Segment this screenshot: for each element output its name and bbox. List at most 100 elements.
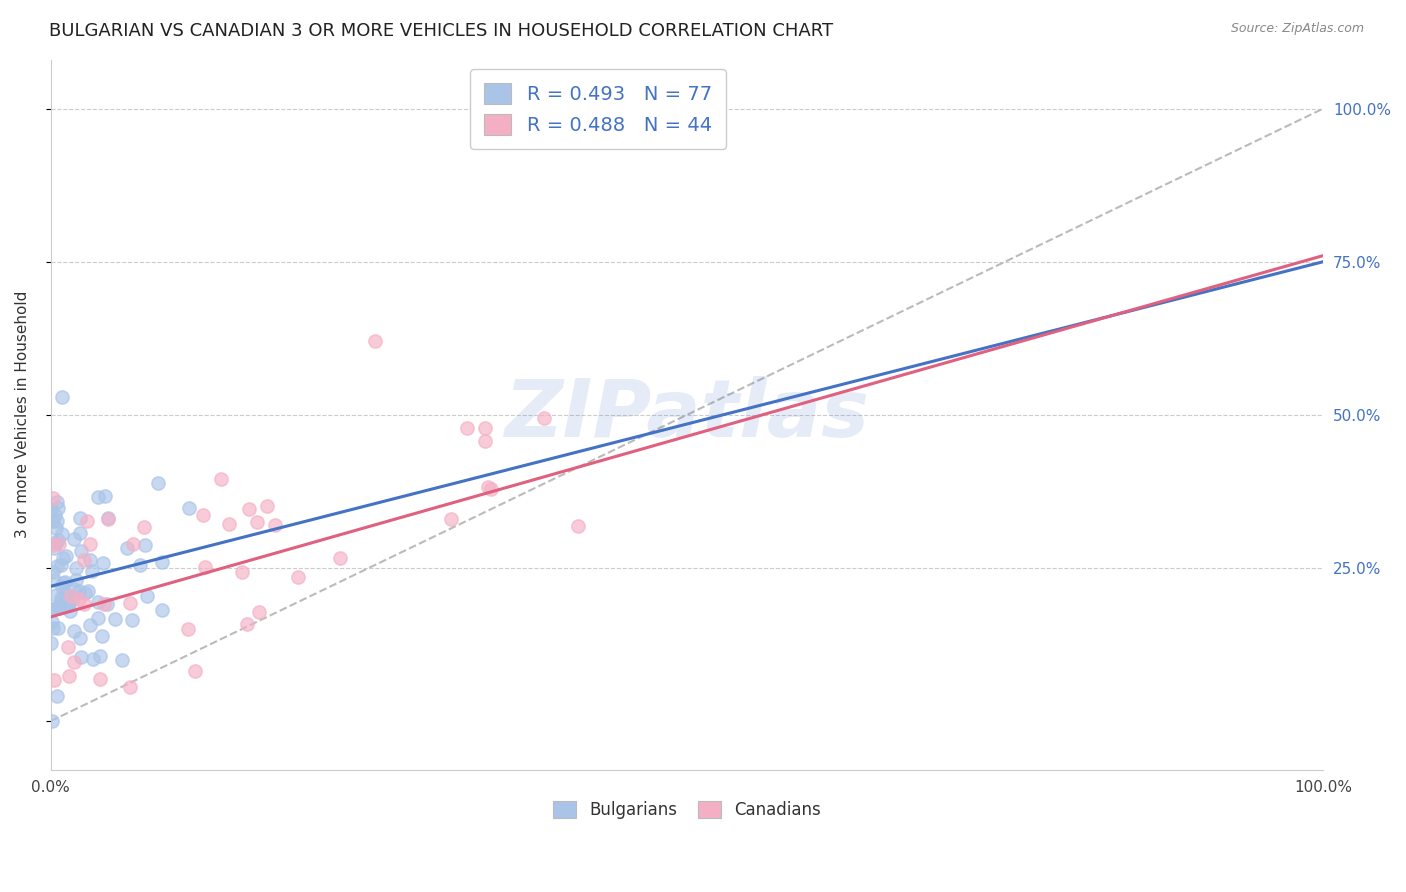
Point: [42, 621, 65, 635]
Point: [191, 508, 214, 522]
Point: [59, 604, 82, 618]
Point: [60, 589, 83, 603]
Point: [456, 421, 478, 435]
Point: [236, 616, 259, 631]
Point: [440, 512, 463, 526]
Point: [42, 573, 65, 587]
Point: [184, 664, 207, 678]
Point: [115, 541, 138, 555]
Point: [51, 593, 73, 607]
Point: [51, 558, 73, 572]
Point: [67, 592, 90, 607]
Point: [474, 421, 496, 435]
Point: [48, 533, 70, 548]
Point: [41, 714, 63, 728]
Point: [231, 565, 253, 579]
Point: [53, 599, 76, 613]
Point: [69, 631, 91, 645]
Point: [96, 597, 118, 611]
Point: [49, 599, 72, 613]
Point: [82, 565, 104, 579]
Point: [48, 537, 70, 551]
Point: [209, 472, 232, 486]
Point: [477, 480, 499, 494]
Point: [89, 672, 111, 686]
Point: [287, 570, 309, 584]
Point: [177, 501, 200, 516]
Point: [129, 558, 152, 572]
Point: [51, 580, 73, 594]
Point: [134, 520, 156, 534]
Point: [58, 595, 80, 609]
Point: [567, 518, 589, 533]
Point: [65, 561, 87, 575]
Point: [120, 680, 142, 694]
Point: [79, 536, 101, 550]
Point: [146, 476, 169, 491]
Point: [73, 552, 96, 566]
Point: [256, 499, 278, 513]
Point: [63, 656, 86, 670]
Point: [97, 512, 120, 526]
Point: [46, 601, 69, 615]
Text: BULGARIAN VS CANADIAN 3 OR MORE VEHICLES IN HOUSEHOLD CORRELATION CHART: BULGARIAN VS CANADIAN 3 OR MORE VEHICLES…: [49, 22, 834, 40]
Point: [134, 538, 156, 552]
Point: [41, 615, 63, 630]
Point: [62, 590, 84, 604]
Point: [247, 606, 270, 620]
Point: [41, 491, 63, 505]
Point: [41, 602, 63, 616]
Point: [135, 589, 157, 603]
Point: [79, 553, 101, 567]
Point: [63, 582, 86, 597]
Point: [52, 575, 75, 590]
Point: [218, 516, 240, 531]
Point: [79, 618, 101, 632]
Point: [44, 508, 66, 522]
Point: [73, 597, 96, 611]
Point: [87, 594, 110, 608]
Point: [67, 583, 90, 598]
Point: [97, 511, 120, 525]
Point: [87, 490, 110, 504]
Point: [76, 584, 98, 599]
Point: [42, 673, 65, 688]
Point: [479, 482, 502, 496]
Point: [150, 555, 173, 569]
Point: [53, 574, 76, 589]
Point: [41, 636, 63, 650]
Point: [93, 597, 115, 611]
Text: ZIPatlas: ZIPatlas: [505, 376, 869, 454]
Point: [42, 514, 65, 528]
Point: [474, 434, 496, 449]
Point: [65, 574, 87, 588]
Y-axis label: 3 or more Vehicles in Household: 3 or more Vehicles in Household: [15, 291, 30, 539]
Point: [329, 550, 352, 565]
Point: [89, 649, 111, 664]
Text: Source: ZipAtlas.com: Source: ZipAtlas.com: [1230, 22, 1364, 36]
Point: [70, 649, 93, 664]
Point: [91, 630, 114, 644]
Point: [75, 586, 97, 600]
Point: [87, 611, 110, 625]
Point: [118, 596, 141, 610]
Point: [46, 689, 69, 703]
Point: [121, 613, 143, 627]
Point: [104, 612, 127, 626]
Point: [76, 514, 98, 528]
Point: [45, 600, 67, 615]
Point: [42, 541, 65, 556]
Point: [69, 511, 91, 525]
Point: [45, 520, 67, 534]
Point: [533, 410, 555, 425]
Point: [69, 525, 91, 540]
Legend: Bulgarians, Canadians: Bulgarians, Canadians: [547, 794, 828, 826]
Point: [55, 587, 77, 601]
Point: [150, 603, 173, 617]
Point: [56, 640, 79, 654]
Point: [41, 538, 63, 552]
Point: [93, 489, 115, 503]
Point: [121, 537, 143, 551]
Point: [45, 535, 67, 549]
Point: [58, 669, 80, 683]
